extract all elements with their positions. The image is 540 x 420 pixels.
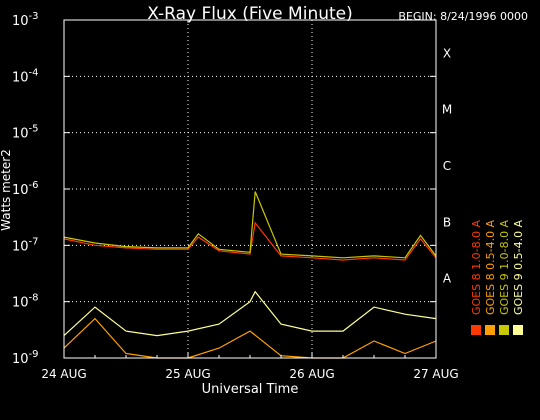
y-tick-label: 10-4	[12, 67, 39, 85]
y-tick-label: 10-3	[12, 11, 39, 29]
series-line	[63, 317, 437, 359]
y-tick-labels: 10-9 10-8 10-7 10-6 10-5 10-4 10-3	[12, 11, 436, 367]
legend-swatch	[513, 325, 523, 335]
legend-entry: GOES 8 1.0-8.0 A	[470, 219, 483, 315]
y-tick-label: 10-5	[12, 124, 39, 142]
series-line	[63, 221, 437, 261]
y-tick-label: 10-9	[12, 349, 39, 367]
series-line	[63, 191, 437, 259]
legend-entry: GOES 9 1.0-8.0 A	[498, 219, 511, 315]
series-layer	[63, 191, 437, 359]
legend-swatch	[471, 325, 481, 335]
flare-class-label: M	[442, 103, 452, 117]
y-tick-label: 10-8	[12, 293, 39, 311]
y-tick-label: 10-6	[12, 180, 39, 198]
flare-class-label: C	[443, 159, 451, 173]
grid-layer	[64, 20, 436, 358]
x-tick-labels: 24 AUG 25 AUG 26 AUG 27 AUG	[41, 352, 459, 381]
begin-label: BEGIN: 8/24/1996 0000	[398, 10, 528, 23]
legend-entry: GOES 9 0.5-4.0 A	[512, 219, 525, 315]
x-tick-label: 27 AUG	[413, 367, 458, 381]
series-line	[63, 290, 437, 337]
chart-title: X-Ray Flux (Five Minute)	[147, 4, 353, 24]
x-tick-label: 25 AUG	[165, 367, 210, 381]
x-tick-label: 26 AUG	[289, 367, 334, 381]
flare-class-label: X	[443, 46, 451, 60]
y-axis-label: Watts meter2	[0, 149, 13, 231]
legend-entry: GOES 8 0.5-4.0 A	[484, 219, 497, 315]
legend-swatch	[499, 325, 509, 335]
legend-swatch	[485, 325, 495, 335]
x-tick-label: 24 AUG	[41, 367, 86, 381]
y-tick-label: 10-7	[12, 236, 39, 254]
flare-class-labels: A B C M X	[442, 46, 452, 285]
legend: GOES 8 1.0-8.0 A GOES 8 0.5-4.0 A GOES 9 1…	[470, 219, 525, 335]
x-axis-label: Universal Time	[202, 382, 299, 397]
flare-class-label: B	[443, 215, 451, 229]
flare-class-label: A	[443, 272, 452, 286]
